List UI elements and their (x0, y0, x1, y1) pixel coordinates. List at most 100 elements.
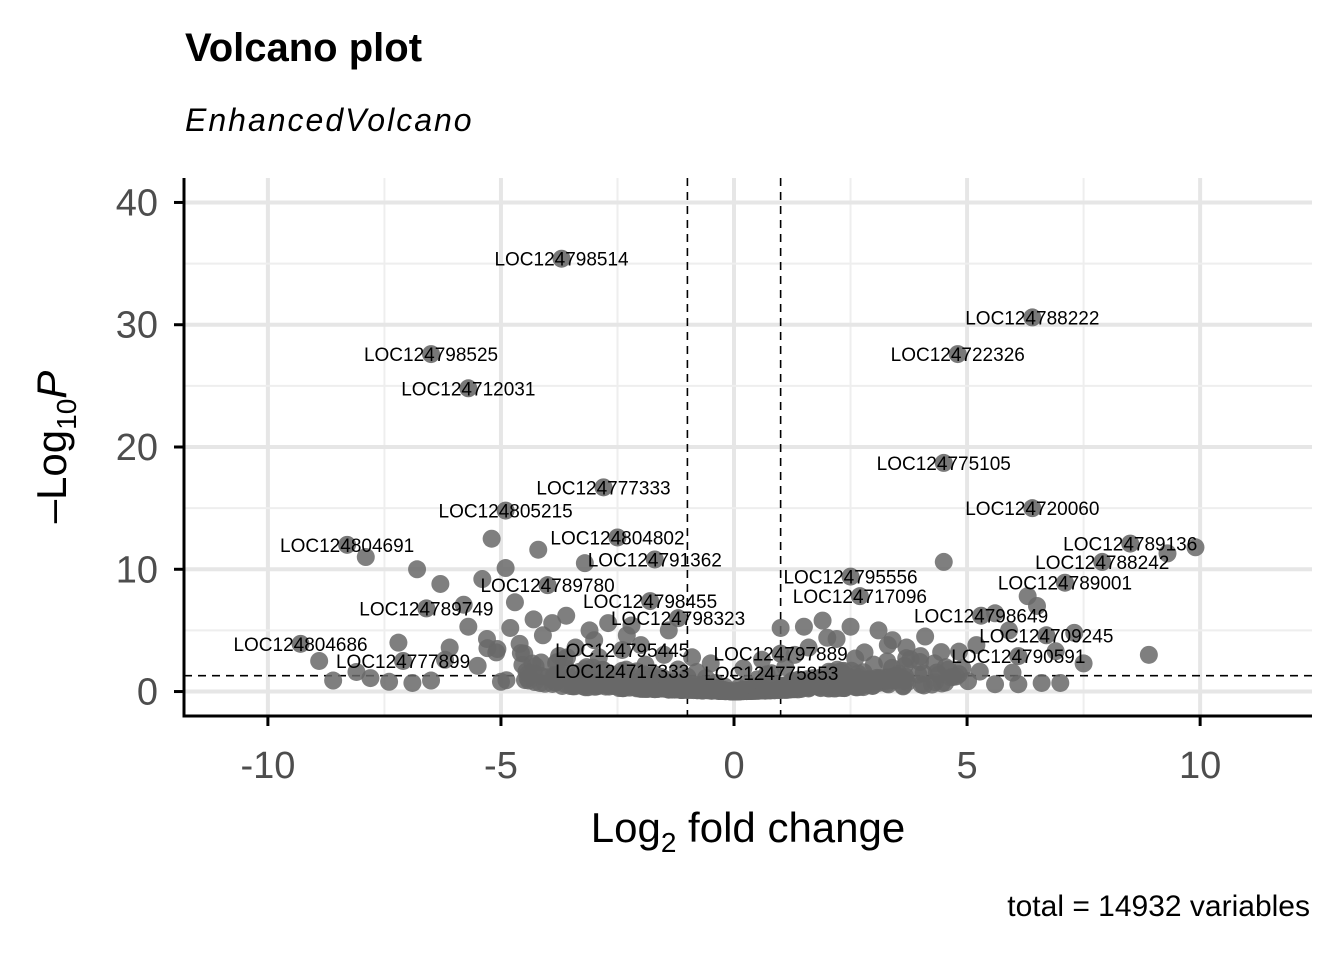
point-label: LOC124788222 (965, 308, 1099, 329)
data-point (911, 647, 930, 666)
x-axis-title-main: Log (591, 804, 661, 851)
data-point (701, 654, 720, 673)
data-point (529, 540, 548, 559)
x-tick-label: -10 (240, 745, 295, 787)
y-axis-title-subscript: 10 (51, 399, 82, 430)
data-point (864, 655, 883, 674)
labeled-data-point (850, 587, 869, 606)
labeled-data-point (594, 478, 613, 497)
data-point (785, 645, 804, 664)
point-labels: LOC124798514 LOC124788222 LOC124798525 LOC1… (233, 250, 1197, 686)
chart-title: Volcano plot (185, 26, 423, 70)
data-point (655, 679, 674, 698)
point-label: LOC124795556 (783, 568, 917, 589)
chart-subtitle: EnhancedVolcano (185, 102, 474, 138)
point-label: LOC124709245 (979, 626, 1113, 647)
data-point (575, 554, 594, 573)
point-label: LOC124775105 (877, 454, 1011, 475)
data-point (543, 614, 562, 633)
data-point (510, 634, 529, 653)
data-point (771, 618, 790, 637)
point-label: LOC124798455 (583, 592, 717, 613)
y-tick-label: 10 (116, 549, 158, 591)
data-point (617, 626, 636, 645)
data-point (501, 618, 520, 637)
labeled-data-point (948, 345, 967, 364)
data-point (846, 649, 865, 668)
y-tick-label: 20 (116, 427, 158, 469)
x-axis-title-subscript: 2 (661, 827, 677, 858)
data-point (487, 643, 506, 662)
data-point (1051, 673, 1070, 692)
data-point (1032, 673, 1051, 692)
point-label: LOC124790591 (951, 647, 1085, 668)
data-point (459, 617, 478, 636)
y-axis-title-variable: P (28, 371, 75, 399)
x-axis-title-rest: fold change (676, 804, 905, 851)
data-point (715, 677, 734, 696)
data-point (519, 671, 538, 690)
data-point (1139, 645, 1158, 664)
data-point (324, 671, 343, 690)
labeled-data-point (1055, 573, 1074, 592)
labeled-data-point (613, 640, 632, 659)
data-point (557, 606, 576, 625)
data-point (524, 610, 543, 629)
data-points (291, 249, 1205, 701)
data-point (566, 638, 585, 657)
data-point (403, 673, 422, 692)
data-point (585, 631, 604, 650)
data-point (914, 676, 933, 695)
point-label: LOC124797889 (714, 645, 848, 666)
data-point (878, 636, 897, 655)
point-label: LOC124804691 (280, 536, 414, 557)
data-point (683, 648, 702, 667)
point-label: LOC124798649 (914, 607, 1048, 628)
point-label: LOC124804802 (550, 528, 684, 549)
labeled-data-point (291, 634, 310, 653)
point-label: LOC124789749 (359, 599, 493, 620)
data-point (389, 633, 408, 652)
point-label: LOC124717096 (793, 587, 927, 608)
x-axis-title: Log2 fold change (591, 804, 906, 858)
labeled-data-point (934, 453, 953, 472)
data-point (949, 642, 968, 661)
data-point (547, 653, 566, 672)
point-label: LOC124805215 (439, 502, 573, 523)
labeled-data-point (972, 606, 991, 625)
data-point (678, 667, 697, 686)
point-label: LOC124789780 (480, 576, 614, 597)
x-tick-label: 5 (957, 745, 978, 787)
data-point (986, 675, 1005, 694)
data-point (468, 656, 487, 675)
grid-lines (184, 178, 1312, 716)
data-point (841, 617, 860, 636)
labeled-data-point (338, 535, 357, 554)
data-point (916, 627, 935, 646)
data-point (454, 595, 473, 614)
labeled-data-point (608, 528, 627, 547)
y-axis-title: –Log10P (28, 371, 82, 524)
x-tick-label: -5 (484, 745, 518, 787)
data-point (934, 552, 953, 571)
data-point (804, 669, 823, 688)
labeled-data-point (841, 567, 860, 586)
data-point (505, 593, 524, 612)
data-point (380, 672, 399, 691)
point-label: LOC124798323 (611, 609, 745, 630)
data-point (422, 671, 441, 690)
data-point (614, 679, 633, 698)
data-point (794, 617, 813, 636)
labeled-data-point (1023, 308, 1042, 327)
data-point (408, 560, 427, 579)
data-point (1046, 642, 1065, 661)
data-point (356, 548, 375, 567)
data-point (1009, 675, 1028, 694)
point-label: LOC124791362 (588, 550, 722, 571)
labeled-data-point (645, 550, 664, 569)
point-label: LOC124804686 (233, 635, 367, 656)
labeled-data-point (641, 592, 660, 611)
data-point (436, 650, 455, 669)
data-point (869, 621, 888, 640)
y-tick-label: 40 (116, 182, 158, 224)
